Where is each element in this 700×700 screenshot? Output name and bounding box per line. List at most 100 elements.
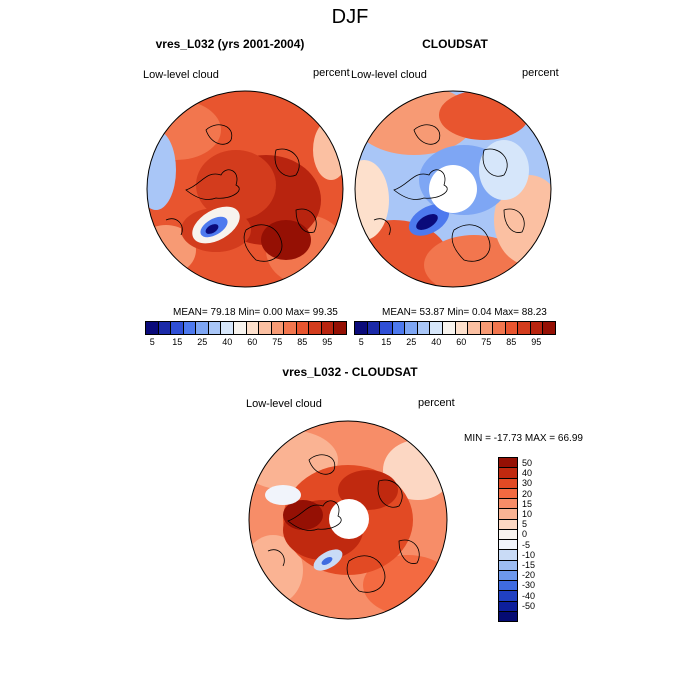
diff-colorbar: [498, 457, 518, 622]
colorbar-swatch: [454, 322, 468, 334]
colorbar-tick-label: 85: [506, 337, 517, 347]
colorbar-swatch: [499, 458, 517, 468]
diff-polar-map: [248, 420, 448, 620]
colorbar-tick-label: -15: [522, 559, 536, 570]
colorbar-tick-label: 75: [481, 337, 492, 347]
colorbar-tick-label: 85: [297, 337, 308, 347]
colorbar-swatch: [308, 322, 321, 334]
colorbar-tick-label: 95: [531, 337, 542, 347]
colorbar-swatch: [499, 528, 517, 539]
colorbar-tick-label: -50: [522, 600, 536, 611]
left-colorbar: [145, 321, 347, 335]
colorbar-swatch: [499, 549, 517, 560]
colorbar-swatch: [245, 322, 259, 334]
colorbar-tick-label: 40: [222, 337, 233, 347]
colorbar-tick-label: 10: [522, 509, 533, 520]
colorbar-tick-label: -20: [522, 570, 536, 581]
colorbar-tick-label: 5: [358, 337, 364, 347]
colorbar-tick-label: -10: [522, 549, 536, 560]
colorbar-tick-label: 5: [522, 519, 528, 530]
colorbar-swatch: [157, 322, 171, 334]
left-panel-stats: MEAN= 79.18 Min= 0.00 Max= 99.35: [173, 307, 338, 318]
colorbar-swatch: [517, 322, 530, 334]
colorbar-swatch: [499, 580, 517, 591]
left-colorbar-labels: 5 15 25 40 60 75 85 95: [145, 337, 345, 349]
right-polar-map: [354, 90, 552, 288]
colorbar-swatch: [499, 487, 517, 498]
colorbar-swatch: [391, 322, 405, 334]
page-title: DJF: [331, 6, 369, 28]
colorbar-swatch: [499, 467, 517, 478]
colorbar-tick-label: 75: [272, 337, 283, 347]
colorbar-tick-label: 60: [456, 337, 467, 347]
colorbar-tick-label: 25: [406, 337, 417, 347]
colorbar-swatch: [270, 322, 284, 334]
colorbar-swatch: [492, 322, 505, 334]
diff-panel-variable-label: Low-level cloud: [246, 398, 322, 410]
right-panel-units-label: percent: [522, 67, 559, 79]
colorbar-swatch: [170, 322, 183, 334]
colorbar-tick-label: -30: [522, 580, 536, 591]
diff-colorbar-labels: 50 40 30 20 15 10 5 0 -5 -10 -15 -20 -30 -40 -50: [522, 457, 552, 620]
colorbar-swatch: [542, 322, 555, 334]
colorbar-swatch: [499, 569, 517, 580]
colorbar-tick-label: 15: [381, 337, 392, 347]
left-panel-title: vres_L032 (yrs 2001-2004): [155, 37, 305, 51]
colorbar-tick-label: 5: [149, 337, 155, 347]
colorbar-swatch: [146, 322, 158, 334]
left-panel-variable-label: Low-level cloud: [143, 69, 219, 81]
colorbar-swatch: [182, 322, 196, 334]
colorbar-swatch: [320, 322, 334, 334]
colorbar-swatch: [207, 322, 221, 334]
colorbar-swatch: [355, 322, 367, 334]
colorbar-tick-label: 50: [522, 458, 533, 469]
colorbar-swatch: [195, 322, 208, 334]
colorbar-tick-label: 15: [522, 498, 533, 509]
colorbar-swatch: [499, 559, 517, 570]
colorbar-swatch: [416, 322, 430, 334]
colorbar-swatch: [404, 322, 417, 334]
colorbar-swatch: [366, 322, 380, 334]
colorbar-swatch: [429, 322, 442, 334]
right-panel-stats: MEAN= 53.87 Min= 0.04 Max= 88.23: [382, 307, 547, 318]
colorbar-tick-label: 20: [522, 488, 533, 499]
colorbar-swatch: [467, 322, 480, 334]
colorbar-swatch: [479, 322, 493, 334]
colorbar-tick-label: -40: [522, 590, 536, 601]
colorbar-swatch: [529, 322, 543, 334]
colorbar-tick-label: 30: [522, 478, 533, 489]
colorbar-tick-label: -5: [522, 539, 531, 550]
colorbar-tick-label: 95: [322, 337, 333, 347]
left-polar-map: [146, 90, 344, 288]
colorbar-swatch: [499, 508, 517, 519]
colorbar-swatch: [504, 322, 518, 334]
diff-panel-title: vres_L032 - CLOUDSAT: [282, 365, 418, 379]
colorbar-swatch: [499, 539, 517, 550]
right-panel-variable-label: Low-level cloud: [351, 69, 427, 81]
diff-panel-units-label: percent: [418, 397, 455, 409]
colorbar-swatch: [499, 477, 517, 488]
colorbar-swatch: [499, 518, 517, 529]
colorbar-swatch: [379, 322, 392, 334]
colorbar-swatch: [295, 322, 309, 334]
colorbar-swatch: [333, 322, 346, 334]
right-panel-title: CLOUDSAT: [422, 37, 488, 51]
colorbar-tick-label: 60: [247, 337, 258, 347]
colorbar-tick-label: 25: [197, 337, 208, 347]
colorbar-swatch: [283, 322, 296, 334]
colorbar-swatch: [499, 600, 517, 611]
right-colorbar: [354, 321, 556, 335]
colorbar-swatch: [220, 322, 233, 334]
colorbar-tick-label: 40: [522, 468, 533, 479]
colorbar-swatch: [499, 590, 517, 601]
diff-panel-stats: MIN = -17.73 MAX = 66.99: [464, 433, 583, 444]
colorbar-tick-label: 15: [172, 337, 183, 347]
colorbar-tick-label: 0: [522, 529, 528, 540]
colorbar-swatch: [232, 322, 246, 334]
left-panel-units-label: percent: [313, 67, 350, 79]
colorbar-swatch: [499, 498, 517, 509]
right-colorbar-labels: 5 15 25 40 60 75 85 95: [354, 337, 554, 349]
colorbar-tick-label: 40: [431, 337, 442, 347]
colorbar-swatch: [258, 322, 271, 334]
colorbar-swatch: [441, 322, 455, 334]
